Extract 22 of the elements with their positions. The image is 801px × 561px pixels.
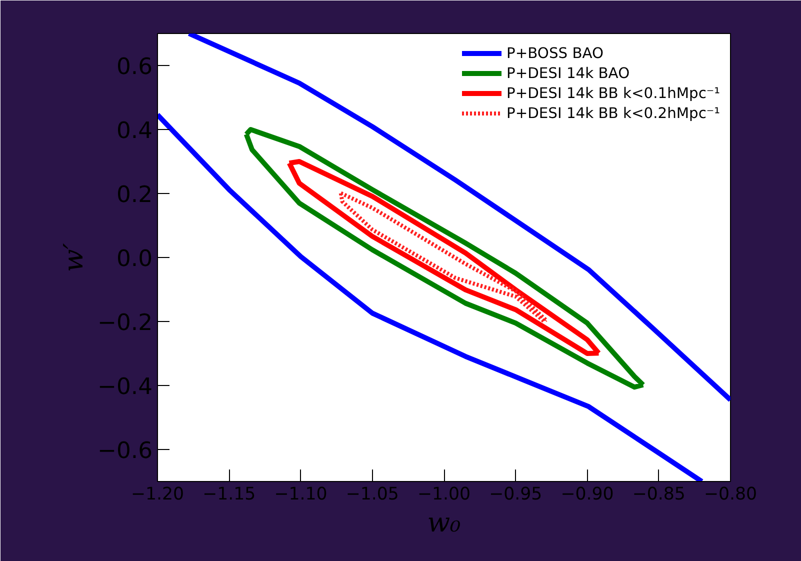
x-tick-label: −0.95: [489, 484, 542, 504]
legend-label: P+DESI 14k BAO: [506, 64, 630, 82]
y-tick-label: −0.4: [97, 374, 152, 400]
y-tick-label: −0.2: [97, 310, 152, 336]
x-tick-label: −1.05: [346, 484, 399, 504]
y-tick-label: 0.0: [116, 246, 152, 272]
x-tick-label: −0.90: [560, 484, 614, 504]
x-tick-label: −1.10: [274, 484, 328, 504]
x-tick-label: −0.85: [632, 484, 686, 504]
x-axis-title: w₀: [427, 508, 462, 538]
legend-label: P+DESI 14k BB k<0.1hMpc⁻¹: [506, 84, 720, 102]
y-axis-title: w′: [58, 243, 90, 272]
x-tick-label: −1.15: [202, 484, 256, 504]
legend-label: P+DESI 14k BB k<0.2hMpc⁻¹: [506, 104, 720, 122]
y-tick-label: 0.2: [116, 182, 152, 208]
x-tick-label: −1.00: [417, 484, 471, 504]
y-tick-label: 0.6: [116, 54, 152, 80]
x-tick-label: −1.20: [130, 484, 184, 504]
x-tick-label: −0.80: [704, 484, 758, 504]
legend-label: P+BOSS BAO: [506, 44, 604, 62]
y-tick-label: −0.6: [97, 438, 152, 464]
y-tick-label: 0.4: [116, 118, 152, 144]
